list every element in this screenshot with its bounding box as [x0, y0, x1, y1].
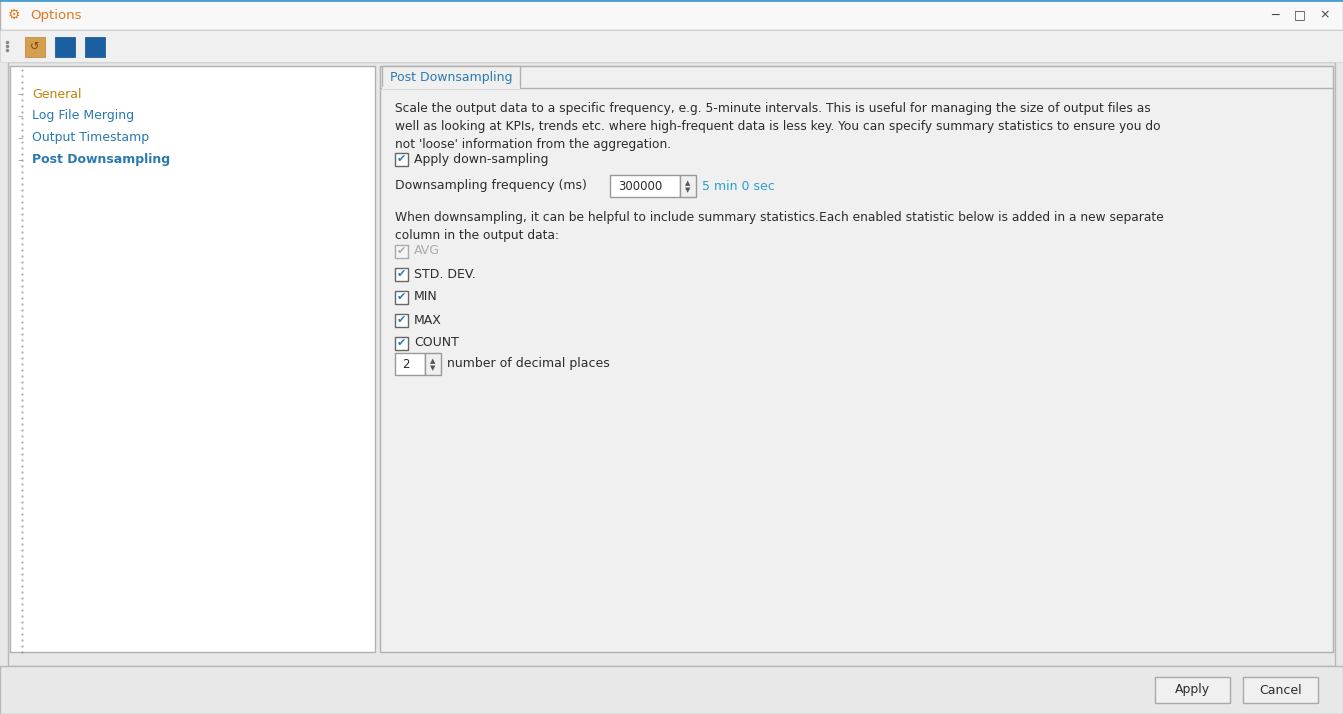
- Bar: [26, 37, 46, 57]
- Bar: [395, 244, 408, 258]
- Text: 5 min 0 sec: 5 min 0 sec: [702, 179, 775, 193]
- Text: ⚙: ⚙: [8, 8, 20, 22]
- Bar: [381, 66, 520, 88]
- Text: Scale the output data to a specific frequency, e.g. 5-minute intervals. This is : Scale the output data to a specific freq…: [395, 102, 1151, 115]
- Text: –: –: [17, 89, 23, 99]
- Text: 2: 2: [403, 358, 410, 371]
- Bar: [0, 0, 1343, 30]
- Text: –: –: [17, 133, 23, 143]
- Bar: [9, 66, 375, 652]
- Text: MAX: MAX: [414, 313, 442, 326]
- Bar: [383, 86, 518, 88]
- Bar: [680, 175, 696, 197]
- Text: –: –: [17, 155, 23, 165]
- Bar: [85, 37, 105, 57]
- Bar: [395, 153, 408, 166]
- Text: ▼: ▼: [430, 365, 435, 371]
- Bar: [380, 66, 1334, 652]
- Text: ↺: ↺: [31, 42, 40, 52]
- Text: ✔: ✔: [396, 154, 406, 164]
- Text: ✔: ✔: [396, 292, 406, 302]
- Bar: [0, 30, 1343, 62]
- Text: AVG: AVG: [414, 244, 441, 258]
- Text: Output Timestamp: Output Timestamp: [32, 131, 149, 144]
- Bar: [1155, 677, 1230, 703]
- Text: Log File Merging: Log File Merging: [32, 109, 134, 123]
- Text: not 'loose' information from the aggregation.: not 'loose' information from the aggrega…: [395, 138, 672, 151]
- Bar: [395, 313, 408, 326]
- Bar: [395, 268, 408, 281]
- Bar: [395, 291, 408, 303]
- Text: ▲: ▲: [685, 180, 690, 186]
- Text: Post Downsampling: Post Downsampling: [389, 71, 512, 84]
- Text: Apply: Apply: [1175, 683, 1210, 696]
- Text: When downsampling, it can be helpful to include summary statistics.Each enabled : When downsampling, it can be helpful to …: [395, 211, 1164, 224]
- Text: ✔: ✔: [396, 269, 406, 279]
- Text: Apply down-sampling: Apply down-sampling: [414, 153, 548, 166]
- Text: well as looking at KPIs, trends etc. where high-frequent data is less key. You c: well as looking at KPIs, trends etc. whe…: [395, 120, 1160, 133]
- Text: Post Downsampling: Post Downsampling: [32, 154, 171, 166]
- Text: column in the output data:: column in the output data:: [395, 229, 559, 242]
- Text: ✔: ✔: [396, 246, 406, 256]
- Bar: [0, 666, 1343, 714]
- Text: ▼: ▼: [685, 187, 690, 193]
- Text: General: General: [32, 88, 82, 101]
- Text: number of decimal places: number of decimal places: [447, 358, 610, 371]
- Bar: [424, 353, 441, 375]
- Text: Options: Options: [30, 9, 82, 21]
- Text: COUNT: COUNT: [414, 336, 459, 349]
- Text: □: □: [1295, 9, 1305, 21]
- Text: STD. DEV.: STD. DEV.: [414, 268, 475, 281]
- Text: Cancel: Cancel: [1260, 683, 1301, 696]
- Bar: [8, 62, 1335, 666]
- Bar: [395, 336, 408, 349]
- Text: ×: ×: [1320, 9, 1331, 21]
- Bar: [1244, 677, 1317, 703]
- Text: MIN: MIN: [414, 291, 438, 303]
- Text: Downsampling frequency (ms): Downsampling frequency (ms): [395, 179, 587, 193]
- Bar: [610, 175, 680, 197]
- Bar: [55, 37, 75, 57]
- Text: ✔: ✔: [396, 315, 406, 325]
- Text: ▲: ▲: [430, 358, 435, 364]
- Text: –: –: [17, 111, 23, 121]
- Text: ✔: ✔: [396, 338, 406, 348]
- Text: ─: ─: [1272, 9, 1279, 21]
- Text: 300000: 300000: [618, 179, 662, 193]
- Bar: [395, 353, 424, 375]
